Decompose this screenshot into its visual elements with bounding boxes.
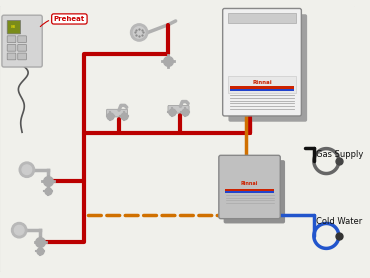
FancyBboxPatch shape [223, 160, 285, 224]
FancyBboxPatch shape [231, 89, 294, 91]
Text: Preheat: Preheat [40, 16, 85, 27]
Circle shape [14, 225, 24, 235]
FancyBboxPatch shape [7, 53, 16, 60]
FancyBboxPatch shape [7, 36, 16, 43]
Circle shape [22, 165, 32, 175]
FancyBboxPatch shape [225, 191, 275, 193]
FancyBboxPatch shape [7, 44, 16, 51]
FancyBboxPatch shape [18, 36, 26, 43]
Text: Rinnai: Rinnai [241, 181, 258, 186]
Text: 88: 88 [11, 25, 16, 29]
FancyBboxPatch shape [168, 105, 189, 113]
Circle shape [19, 162, 34, 177]
FancyBboxPatch shape [2, 15, 42, 67]
Circle shape [131, 24, 148, 41]
FancyBboxPatch shape [107, 109, 128, 117]
FancyBboxPatch shape [18, 53, 26, 60]
FancyBboxPatch shape [18, 44, 26, 51]
FancyBboxPatch shape [223, 8, 302, 116]
FancyBboxPatch shape [228, 13, 296, 23]
Circle shape [11, 222, 27, 238]
Circle shape [134, 27, 145, 38]
FancyBboxPatch shape [228, 76, 296, 93]
FancyBboxPatch shape [219, 155, 280, 219]
FancyBboxPatch shape [231, 86, 294, 89]
Text: Gas Supply: Gas Supply [316, 150, 363, 158]
Text: Rinnai: Rinnai [252, 80, 272, 85]
FancyBboxPatch shape [225, 189, 275, 191]
Text: Cold Water: Cold Water [316, 217, 362, 226]
FancyBboxPatch shape [7, 21, 21, 34]
FancyBboxPatch shape [228, 14, 307, 122]
